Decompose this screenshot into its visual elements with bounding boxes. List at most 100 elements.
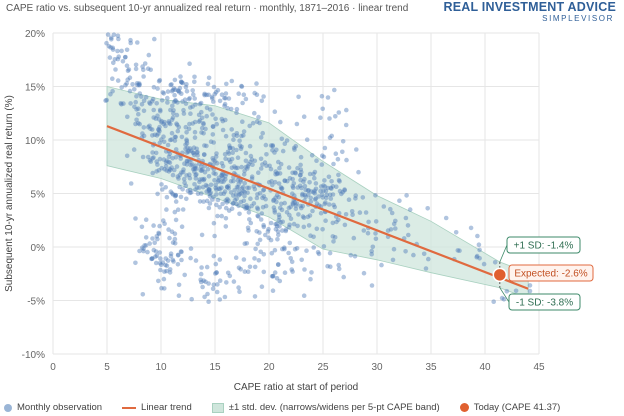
monthly-observation-point[interactable] [182, 180, 187, 185]
monthly-observation-point[interactable] [141, 133, 147, 139]
monthly-observation-point[interactable] [219, 92, 225, 97]
monthly-observation-point[interactable] [204, 264, 210, 270]
monthly-observation-point[interactable] [151, 223, 156, 228]
monthly-observation-point[interactable] [211, 194, 216, 200]
monthly-observation-point[interactable] [222, 101, 228, 107]
monthly-observation-point[interactable] [141, 98, 147, 103]
monthly-observation-point[interactable] [175, 253, 181, 258]
monthly-observation-point[interactable] [139, 245, 145, 250]
monthly-observation-point[interactable] [263, 196, 268, 202]
monthly-observation-point[interactable] [192, 182, 197, 187]
monthly-observation-point[interactable] [127, 88, 133, 94]
monthly-observation-point[interactable] [231, 132, 237, 138]
monthly-observation-point[interactable] [300, 214, 306, 219]
monthly-observation-point[interactable] [187, 95, 192, 101]
monthly-observation-point[interactable] [150, 133, 155, 138]
monthly-observation-point[interactable] [325, 185, 331, 191]
monthly-observation-point[interactable] [282, 246, 287, 252]
monthly-observation-point[interactable] [172, 138, 178, 143]
monthly-observation-point[interactable] [162, 286, 167, 291]
monthly-observation-point[interactable] [219, 173, 224, 178]
monthly-observation-point[interactable] [184, 162, 190, 167]
monthly-observation-point[interactable] [136, 111, 141, 117]
monthly-observation-point[interactable] [236, 91, 241, 96]
monthly-observation-point[interactable] [161, 276, 167, 282]
monthly-observation-point[interactable] [105, 32, 111, 37]
monthly-observation-point[interactable] [389, 210, 395, 216]
monthly-observation-point[interactable] [187, 121, 192, 127]
monthly-observation-point[interactable] [186, 149, 191, 155]
monthly-observation-point[interactable] [274, 221, 280, 227]
monthly-observation-point[interactable] [201, 120, 206, 126]
monthly-observation-point[interactable] [168, 82, 173, 88]
monthly-observation-point[interactable] [274, 224, 280, 229]
monthly-observation-point[interactable] [191, 145, 197, 150]
monthly-observation-point[interactable] [292, 200, 298, 205]
monthly-observation-point[interactable] [211, 157, 216, 163]
monthly-observation-point[interactable] [159, 118, 164, 124]
monthly-observation-point[interactable] [246, 210, 252, 215]
monthly-observation-point[interactable] [168, 189, 174, 194]
monthly-observation-point[interactable] [171, 111, 176, 116]
monthly-observation-point[interactable] [193, 163, 198, 168]
monthly-observation-point[interactable] [238, 179, 243, 184]
monthly-observation-point[interactable] [173, 192, 178, 198]
monthly-observation-point[interactable] [164, 194, 170, 200]
monthly-observation-point[interactable] [252, 90, 257, 96]
monthly-observation-point[interactable] [293, 143, 299, 149]
monthly-observation-point[interactable] [350, 212, 355, 218]
monthly-observation-point[interactable] [301, 224, 307, 230]
monthly-observation-point[interactable] [133, 121, 138, 127]
monthly-observation-point[interactable] [308, 189, 314, 194]
monthly-observation-point[interactable] [184, 173, 189, 178]
monthly-observation-point[interactable] [210, 96, 215, 101]
monthly-observation-point[interactable] [177, 89, 182, 95]
monthly-observation-point[interactable] [235, 165, 240, 171]
monthly-observation-point[interactable] [168, 253, 174, 259]
monthly-observation-point[interactable] [115, 48, 120, 54]
monthly-observation-point[interactable] [107, 55, 113, 60]
monthly-observation-point[interactable] [158, 262, 164, 268]
monthly-observation-point[interactable] [179, 80, 184, 85]
monthly-observation-point[interactable] [332, 235, 338, 240]
monthly-observation-point[interactable] [169, 130, 175, 136]
monthly-observation-point[interactable] [293, 170, 299, 176]
monthly-observation-point[interactable] [311, 234, 316, 240]
monthly-observation-point[interactable] [339, 191, 344, 197]
monthly-observation-point[interactable] [241, 188, 246, 194]
monthly-observation-point[interactable] [308, 276, 313, 282]
monthly-observation-point[interactable] [233, 192, 239, 197]
monthly-observation-point[interactable] [169, 88, 175, 94]
monthly-observation-point[interactable] [220, 127, 226, 133]
monthly-observation-point[interactable] [331, 239, 336, 244]
monthly-observation-point[interactable] [159, 182, 164, 187]
monthly-observation-point[interactable] [239, 191, 244, 196]
monthly-observation-point[interactable] [150, 156, 155, 161]
monthly-observation-point[interactable] [318, 188, 323, 194]
monthly-observation-point[interactable] [332, 204, 338, 210]
monthly-observation-point[interactable] [239, 144, 244, 150]
monthly-observation-point[interactable] [223, 224, 229, 229]
monthly-observation-point[interactable] [214, 270, 219, 275]
monthly-observation-point[interactable] [184, 130, 189, 135]
monthly-observation-point[interactable] [225, 149, 231, 155]
monthly-observation-point[interactable] [263, 142, 269, 148]
monthly-observation-point[interactable] [223, 91, 229, 96]
monthly-observation-point[interactable] [177, 184, 182, 190]
monthly-observation-point[interactable] [235, 155, 241, 160]
monthly-observation-point[interactable] [216, 186, 221, 191]
monthly-observation-point[interactable] [255, 206, 261, 212]
monthly-observation-point[interactable] [202, 169, 208, 175]
monthly-observation-point[interactable] [235, 177, 240, 183]
monthly-observation-point[interactable] [157, 140, 163, 146]
monthly-observation-point[interactable] [242, 241, 248, 246]
monthly-observation-point[interactable] [286, 205, 292, 211]
monthly-observation-point[interactable] [174, 122, 180, 128]
monthly-observation-point[interactable] [276, 195, 282, 200]
monthly-observation-point[interactable] [173, 193, 179, 198]
monthly-observation-point[interactable] [322, 178, 327, 183]
monthly-observation-point[interactable] [305, 214, 311, 220]
monthly-observation-point[interactable] [170, 257, 176, 263]
monthly-observation-point[interactable] [275, 229, 281, 234]
monthly-observation-point[interactable] [340, 189, 346, 195]
